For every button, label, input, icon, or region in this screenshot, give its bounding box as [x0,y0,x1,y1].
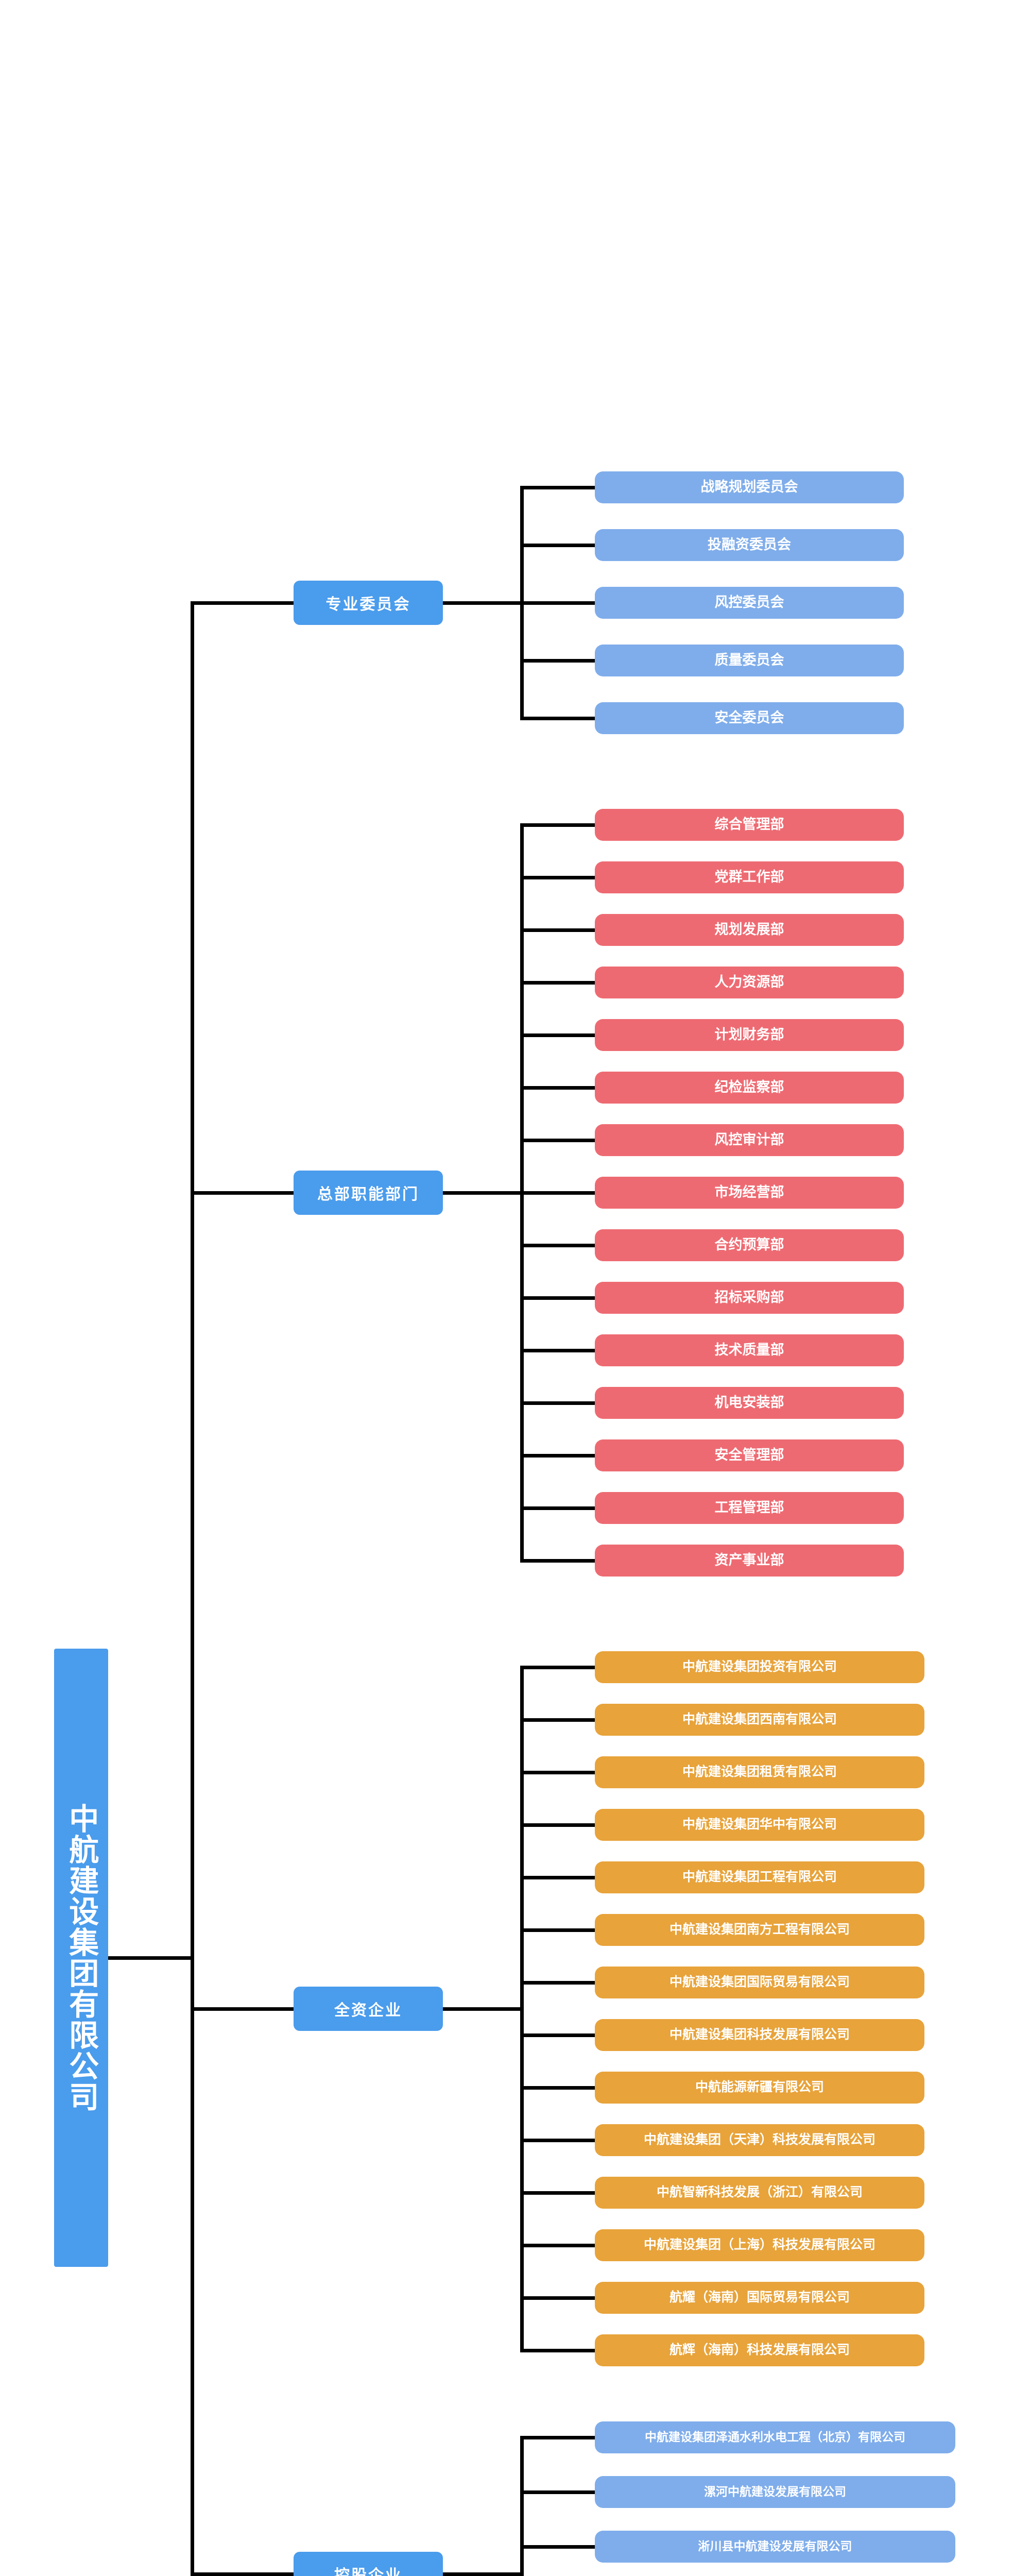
connector-leaf-stub [520,1401,595,1405]
connector-leaf-stub [520,2139,595,2142]
connector-leaf-stub [520,1349,595,1352]
connector-leaf-stub [520,2349,595,2352]
connector-leaf-stub [520,876,595,879]
connector-spine-to-category-committee [191,601,294,605]
connector-leaf-stub [520,1771,595,1774]
connector-leaf-stub [520,601,595,605]
connector-category-to-children-department [443,1191,524,1195]
connector-leaf-stub [520,486,595,489]
leaf-node-committee-3[interactable]: 质量委员会 [595,645,904,676]
connector-leaf-stub [520,1086,595,1090]
connector-leaf-stub [520,2436,595,2439]
leaf-node-wholly_owned-8[interactable]: 中航能源新疆有限公司 [595,2072,924,2104]
category-node-committee[interactable]: 专业委员会 [294,581,443,625]
connector-leaf-stub [520,981,595,985]
connector-leaf-stub [520,2490,595,2494]
connector-leaf-stub [520,1928,595,1932]
connector-leaf-stub [520,1244,595,1247]
leaf-node-department-0[interactable]: 综合管理部 [595,809,904,841]
leaf-node-department-8[interactable]: 合约预算部 [595,1229,904,1261]
leaf-node-holding-2[interactable]: 淅川县中航建设发展有限公司 [595,2531,955,2563]
connector-category-to-children-committee [443,601,524,605]
leaf-node-wholly_owned-1[interactable]: 中航建设集团西南有限公司 [595,1704,924,1736]
leaf-node-wholly_owned-9[interactable]: 中航建设集团（天津）科技发展有限公司 [595,2124,924,2156]
leaf-node-department-1[interactable]: 党群工作部 [595,861,904,893]
connector-root-to-spine [108,1956,194,1960]
connector-leaf-stub [520,1981,595,1985]
leaf-node-committee-4[interactable]: 安全委员会 [595,702,904,734]
connector-leaf-stub [520,1191,595,1195]
leaf-node-department-10[interactable]: 技术质量部 [595,1334,904,1366]
leaf-node-department-7[interactable]: 市场经营部 [595,1177,904,1209]
leaf-node-department-4[interactable]: 计划财务部 [595,1019,904,1051]
connector-subspine-wholly_owned [520,1666,524,2352]
leaf-node-holding-0[interactable]: 中航建设集团泽通水利水电工程（北京）有限公司 [595,2421,955,2453]
leaf-node-department-9[interactable]: 招标采购部 [595,1282,904,1314]
leaf-node-wholly_owned-7[interactable]: 中航建设集团科技发展有限公司 [595,2019,924,2051]
leaf-node-committee-1[interactable]: 投融资委员会 [595,529,904,561]
leaf-node-wholly_owned-0[interactable]: 中航建设集团投资有限公司 [595,1651,924,1683]
leaf-node-wholly_owned-3[interactable]: 中航建设集团华中有限公司 [595,1809,924,1841]
category-node-holding[interactable]: 控股企业 [294,2552,443,2576]
leaf-node-wholly_owned-2[interactable]: 中航建设集团租赁有限公司 [595,1756,924,1788]
leaf-node-wholly_owned-5[interactable]: 中航建设集团南方工程有限公司 [595,1914,924,1946]
connector-leaf-stub [520,1559,595,1563]
connector-spine-to-category-department [191,1191,294,1195]
connector-leaf-stub [520,2191,595,2195]
leaf-node-department-13[interactable]: 工程管理部 [595,1492,904,1524]
connector-leaf-stub [520,2545,595,2549]
leaf-node-committee-2[interactable]: 风控委员会 [595,587,904,619]
category-node-wholly_owned[interactable]: 全资企业 [294,1987,443,2031]
leaf-node-committee-0[interactable]: 战略规划委员会 [595,471,904,503]
leaf-node-wholly_owned-11[interactable]: 中航建设集团（上海）科技发展有限公司 [595,2229,924,2261]
connector-leaf-stub [520,1823,595,1827]
leaf-node-department-11[interactable]: 机电安装部 [595,1387,904,1419]
connector-leaf-stub [520,2244,595,2247]
connector-leaf-stub [520,928,595,932]
connector-leaf-stub [520,2033,595,2037]
connector-leaf-stub [520,1876,595,1879]
connector-leaf-stub [520,823,595,827]
leaf-node-wholly_owned-10[interactable]: 中航智新科技发展（浙江）有限公司 [595,2177,924,2209]
leaf-node-department-14[interactable]: 资产事业部 [595,1545,904,1577]
connector-leaf-stub [520,1506,595,1510]
connector-leaf-stub [520,1454,595,1458]
leaf-node-wholly_owned-12[interactable]: 航耀（海南）国际贸易有限公司 [595,2282,924,2314]
connector-leaf-stub [520,1718,595,1722]
leaf-node-department-5[interactable]: 纪检监察部 [595,1072,904,1104]
connector-subspine-holding [520,2436,524,2576]
connector-spine-to-category-wholly_owned [191,2007,294,2011]
leaf-node-wholly_owned-6[interactable]: 中航建设集团国际贸易有限公司 [595,1967,924,1998]
connector-leaf-stub [520,2296,595,2300]
connector-leaf-stub [520,544,595,547]
connector-spine-to-category-holding [191,2572,294,2576]
leaf-node-holding-1[interactable]: 漯河中航建设发展有限公司 [595,2476,955,2508]
connector-leaf-stub [520,659,595,663]
leaf-node-department-6[interactable]: 风控审计部 [595,1124,904,1156]
connector-leaf-stub [520,2086,595,2090]
connector-category-to-children-wholly_owned [443,2007,524,2011]
leaf-node-wholly_owned-4[interactable]: 中航建设集团工程有限公司 [595,1861,924,1893]
connector-main-spine [191,601,194,2576]
category-node-department[interactable]: 总部职能部门 [294,1171,443,1215]
connector-leaf-stub [520,1033,595,1037]
leaf-node-department-3[interactable]: 人力资源部 [595,967,904,998]
connector-leaf-stub [520,717,595,720]
leaf-node-department-2[interactable]: 规划发展部 [595,914,904,946]
connector-leaf-stub [520,1139,595,1142]
root-node-company: 中航建设集团有限公司 [54,1649,108,2267]
leaf-node-wholly_owned-13[interactable]: 航辉（海南）科技发展有限公司 [595,2334,924,2366]
leaf-node-department-12[interactable]: 安全管理部 [595,1439,904,1471]
connector-category-to-children-holding [443,2572,524,2576]
connector-leaf-stub [520,1666,595,1669]
connector-leaf-stub [520,1296,595,1300]
